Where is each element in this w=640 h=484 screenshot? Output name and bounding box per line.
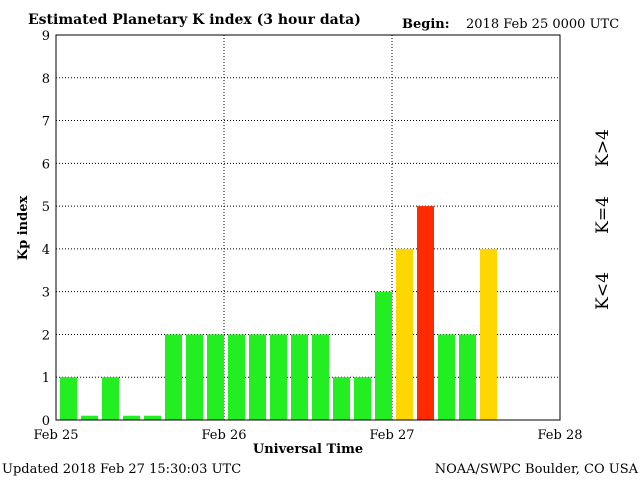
kp-bar xyxy=(207,334,224,420)
kp-bar xyxy=(417,206,434,420)
legend-k-greater-4: K>4 xyxy=(593,129,613,167)
kp-bar xyxy=(60,377,77,420)
y-tick-label: 6 xyxy=(42,157,50,172)
x-tick-label: Feb 27 xyxy=(370,428,415,443)
kp-bar xyxy=(375,291,392,420)
kp-bar xyxy=(144,415,161,420)
source-credit: NOAA/SWPC Boulder, CO USA xyxy=(435,462,639,477)
plot-frame xyxy=(55,34,561,421)
kp-bar xyxy=(102,377,119,420)
legend-k-less-4: K<4 xyxy=(593,272,613,310)
x-tick-labels: Feb 25 Feb 26 Feb 27 Feb 28 xyxy=(34,428,583,443)
y-tick-label: 7 xyxy=(42,115,50,130)
kp-bar xyxy=(438,334,455,420)
x-tick-label: Feb 26 xyxy=(202,428,247,443)
kp-bar xyxy=(396,248,413,420)
kp-bar xyxy=(186,334,203,420)
y-tick-label: 9 xyxy=(42,29,50,44)
x-tick-label: Feb 25 xyxy=(34,428,79,443)
kp-bar xyxy=(291,334,308,420)
x-axis-label: Universal Time xyxy=(253,442,363,457)
kp-bar xyxy=(123,415,140,420)
y-tick-label: 0 xyxy=(42,414,50,429)
y-tick-labels: 0 1 2 3 4 5 6 7 8 9 xyxy=(42,29,50,429)
kp-bar xyxy=(228,334,245,420)
grid xyxy=(56,35,560,420)
y-tick-label: 5 xyxy=(42,200,50,215)
y-tick-label: 8 xyxy=(42,72,50,87)
kp-bar xyxy=(459,334,476,420)
x-tick-label: Feb 28 xyxy=(538,428,583,443)
begin-value: 2018 Feb 25 0000 UTC xyxy=(466,17,619,32)
legend-k-equal-4: K=4 xyxy=(593,196,613,234)
y-tick-label: 1 xyxy=(42,371,50,386)
y-tick-label: 4 xyxy=(42,243,50,258)
kp-bar xyxy=(354,377,371,420)
bars xyxy=(60,206,497,420)
chart-title: Estimated Planetary K index (3 hour data… xyxy=(28,12,361,28)
kp-bar xyxy=(270,334,287,420)
updated-timestamp: Updated 2018 Feb 27 15:30:03 UTC xyxy=(2,462,241,477)
y-axis-label: Kp index xyxy=(16,196,31,261)
kp-bar xyxy=(312,334,329,420)
kp-bar xyxy=(480,248,497,420)
kp-bar xyxy=(165,334,182,420)
y-tick-label: 3 xyxy=(42,286,50,301)
kp-bar xyxy=(249,334,266,420)
y-tick-label: 2 xyxy=(42,328,50,343)
begin-label: Begin: xyxy=(402,17,450,32)
kp-bar xyxy=(81,415,98,420)
kp-bar xyxy=(333,377,350,420)
